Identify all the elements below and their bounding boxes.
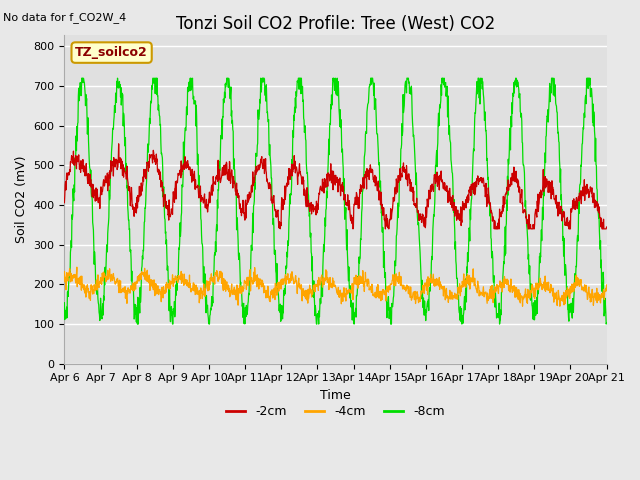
- X-axis label: Time: Time: [320, 389, 351, 402]
- Legend: -2cm, -4cm, -8cm: -2cm, -4cm, -8cm: [221, 400, 450, 423]
- Text: No data for f_CO2W_4: No data for f_CO2W_4: [3, 12, 127, 23]
- Text: TZ_soilco2: TZ_soilco2: [76, 46, 148, 59]
- Title: Tonzi Soil CO2 Profile: Tree (West) CO2: Tonzi Soil CO2 Profile: Tree (West) CO2: [176, 15, 495, 33]
- Y-axis label: Soil CO2 (mV): Soil CO2 (mV): [15, 156, 28, 243]
